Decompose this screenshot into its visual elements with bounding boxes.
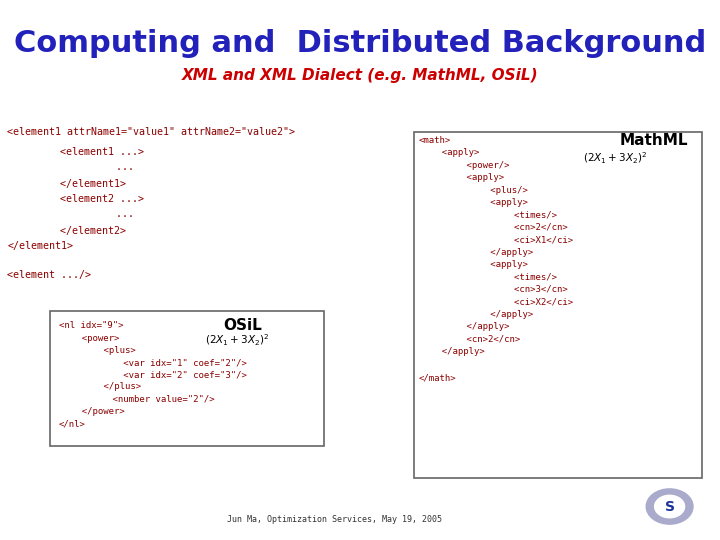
Text: <cn>2</cn>: <cn>2</cn> (471, 223, 567, 232)
Text: </power>: </power> (71, 407, 125, 416)
Text: MathML: MathML (619, 133, 688, 148)
Text: <apply>: <apply> (445, 173, 504, 182)
Text: <plus>: <plus> (82, 346, 136, 355)
Text: ...: ... (50, 163, 135, 172)
Text: <element1 attrName1="value1" attrName2="value2">: <element1 attrName1="value1" attrName2="… (7, 127, 295, 137)
Text: Computing and  Distributed Background: Computing and Distributed Background (14, 29, 706, 58)
Text: </apply>: </apply> (458, 248, 534, 256)
Text: <element2 ...>: <element2 ...> (36, 194, 144, 204)
Bar (414, 132, 702, 478)
Text: <power/>: <power/> (445, 161, 510, 170)
Text: </element1>: </element1> (7, 241, 73, 251)
Text: <nl idx="9">: <nl idx="9"> (59, 321, 124, 330)
Text: OSiL: OSiL (223, 318, 262, 333)
Text: Jun Ma, Optimization Services, May 19, 2005: Jun Ma, Optimization Services, May 19, 2… (228, 515, 442, 524)
Text: <ci>X2</ci>: <ci>X2</ci> (471, 298, 573, 306)
Text: <times/>: <times/> (471, 211, 557, 219)
Text: <plus/>: <plus/> (458, 186, 528, 194)
Text: $(2X_1+3X_2)^2$: $(2X_1+3X_2)^2$ (583, 151, 647, 166)
Text: <element1 ...>: <element1 ...> (36, 147, 144, 157)
Circle shape (647, 489, 693, 524)
Text: <apply>: <apply> (458, 198, 528, 207)
Text: <apply>: <apply> (431, 148, 479, 157)
Text: <number value="2"/>: <number value="2"/> (91, 395, 215, 403)
Text: </apply>: </apply> (431, 347, 485, 356)
Text: <power>: <power> (71, 334, 119, 342)
Text: </math>: </math> (419, 374, 456, 382)
Text: <var idx="2" coef="3"/>: <var idx="2" coef="3"/> (91, 370, 246, 379)
Bar (50, 310, 324, 446)
Circle shape (654, 495, 685, 518)
Text: <cn>2</cn>: <cn>2</cn> (445, 335, 521, 343)
Text: </plus>: </plus> (82, 382, 141, 391)
Text: <cn>3</cn>: <cn>3</cn> (471, 285, 567, 294)
Text: <element .../>: <element .../> (7, 271, 91, 280)
Text: </apply>: </apply> (445, 322, 510, 331)
Text: </element2>: </element2> (36, 226, 126, 235)
Text: </nl>: </nl> (59, 420, 86, 428)
Text: <math>: <math> (419, 136, 451, 145)
Text: ...: ... (50, 210, 135, 219)
Text: </apply>: </apply> (458, 310, 534, 319)
Text: <times/>: <times/> (471, 273, 557, 281)
Text: <var idx="1" coef="2"/>: <var idx="1" coef="2"/> (91, 359, 246, 367)
Text: XML and XML Dialect (e.g. MathML, OSiL): XML and XML Dialect (e.g. MathML, OSiL) (181, 68, 539, 83)
Text: </element1>: </element1> (36, 179, 126, 188)
Text: <ci>X1</ci>: <ci>X1</ci> (471, 235, 573, 244)
Text: <apply>: <apply> (458, 260, 528, 269)
Text: $(2X_1+3X_2)^2$: $(2X_1+3X_2)^2$ (205, 333, 269, 348)
Text: S: S (665, 500, 675, 514)
